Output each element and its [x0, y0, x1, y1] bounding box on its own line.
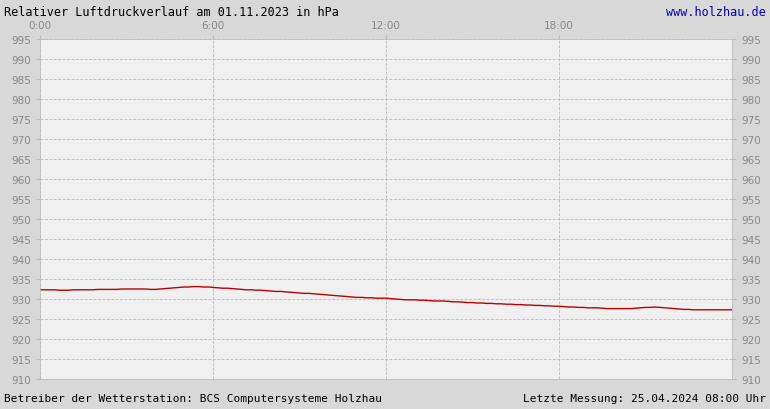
Text: Letzte Messung: 25.04.2024 08:00 Uhr: Letzte Messung: 25.04.2024 08:00 Uhr — [523, 393, 766, 403]
Text: www.holzhau.de: www.holzhau.de — [666, 6, 766, 19]
Text: Betreiber der Wetterstation: BCS Computersysteme Holzhau: Betreiber der Wetterstation: BCS Compute… — [4, 393, 382, 403]
Text: Relativer Luftdruckverlauf am 01.11.2023 in hPa: Relativer Luftdruckverlauf am 01.11.2023… — [4, 6, 339, 19]
